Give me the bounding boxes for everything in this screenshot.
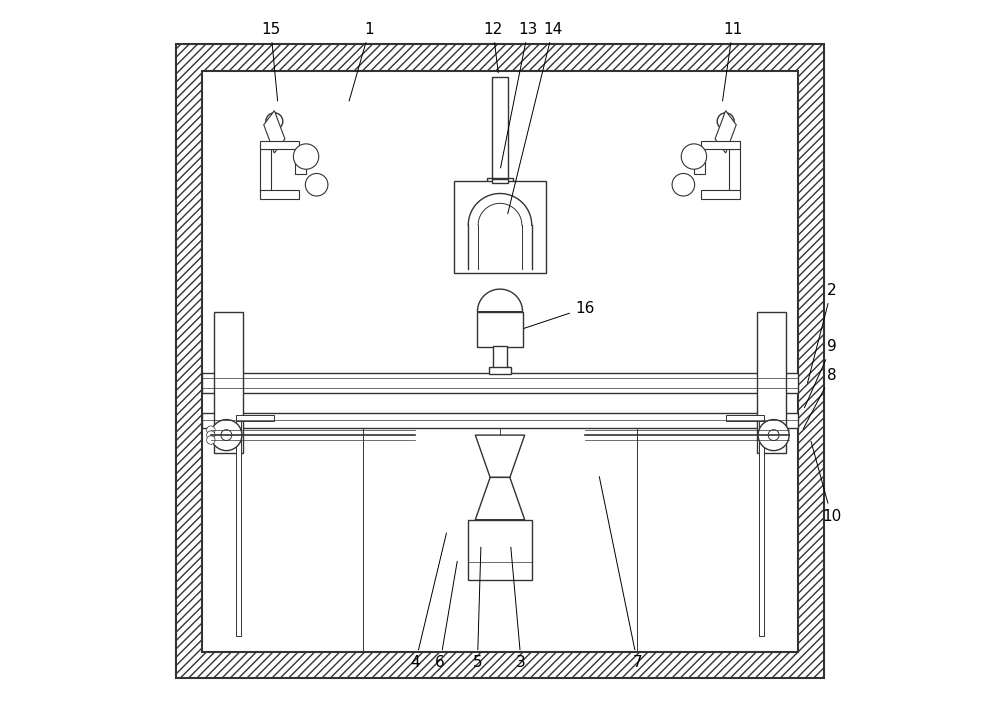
Circle shape	[207, 431, 215, 440]
Bar	[202, 71, 798, 651]
Bar	[759, 418, 764, 636]
Bar	[454, 181, 546, 273]
Circle shape	[681, 144, 707, 169]
Bar	[487, 178, 513, 188]
Bar	[295, 153, 306, 174]
Text: 11: 11	[723, 22, 742, 101]
Text: 1: 1	[349, 22, 374, 101]
Bar	[260, 149, 271, 192]
Bar	[236, 418, 241, 636]
Bar	[468, 520, 532, 580]
Text: 14: 14	[508, 22, 563, 214]
Polygon shape	[475, 435, 525, 477]
Bar	[477, 312, 523, 347]
Circle shape	[672, 173, 695, 196]
Bar	[694, 153, 705, 174]
Bar	[202, 373, 798, 393]
Circle shape	[207, 436, 215, 444]
Bar	[492, 77, 508, 181]
Circle shape	[305, 173, 328, 196]
Polygon shape	[477, 289, 523, 312]
Bar	[492, 179, 508, 183]
Text: 3: 3	[511, 547, 526, 670]
Circle shape	[717, 113, 734, 130]
Bar	[729, 149, 740, 192]
Polygon shape	[264, 110, 285, 153]
Polygon shape	[715, 110, 736, 153]
Text: 7: 7	[599, 476, 642, 670]
Text: 2: 2	[807, 283, 836, 383]
Bar	[701, 141, 740, 149]
Circle shape	[768, 430, 779, 440]
Text: 9: 9	[804, 339, 836, 408]
Circle shape	[758, 420, 789, 450]
Circle shape	[221, 430, 232, 440]
Text: 8: 8	[803, 367, 836, 429]
Circle shape	[293, 144, 319, 169]
Circle shape	[266, 113, 283, 130]
Bar	[493, 346, 507, 368]
Bar	[214, 312, 243, 452]
Bar	[236, 416, 274, 421]
Bar	[757, 312, 786, 452]
Text: 15: 15	[261, 22, 280, 101]
Text: 16: 16	[524, 301, 594, 329]
Circle shape	[207, 426, 215, 435]
Polygon shape	[475, 477, 525, 520]
Text: 5: 5	[473, 547, 482, 670]
Bar	[701, 190, 740, 199]
Text: 10: 10	[811, 441, 841, 524]
Bar	[726, 416, 764, 421]
Bar	[260, 190, 299, 199]
Circle shape	[211, 420, 242, 450]
Text: 13: 13	[501, 22, 538, 168]
Bar	[202, 413, 798, 428]
Text: 6: 6	[435, 561, 457, 670]
Text: 12: 12	[483, 22, 503, 73]
Bar	[260, 141, 299, 149]
Bar	[489, 367, 511, 374]
Text: 4: 4	[411, 533, 446, 670]
